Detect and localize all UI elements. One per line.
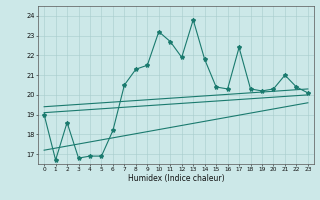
X-axis label: Humidex (Indice chaleur): Humidex (Indice chaleur) [128,174,224,183]
